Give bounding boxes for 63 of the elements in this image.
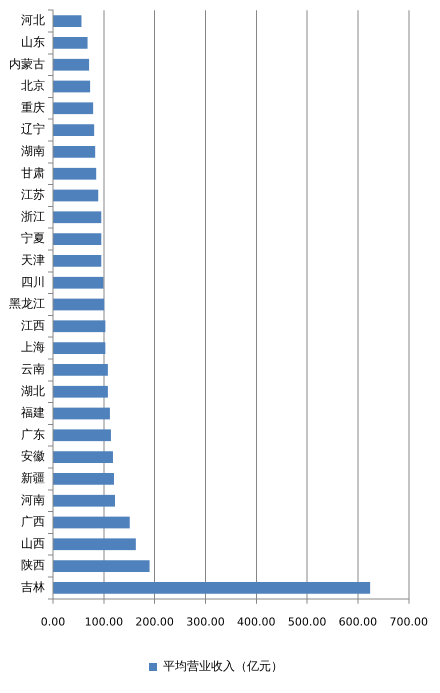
x-tick-label: 700.00	[390, 615, 428, 628]
y-tick-label: 新疆	[21, 471, 45, 486]
bar	[54, 298, 104, 310]
y-tick-label: 黑龙江	[9, 296, 45, 311]
bar	[54, 386, 108, 398]
bar	[54, 538, 136, 550]
y-tick-label: 浙江	[21, 209, 45, 224]
bar	[54, 494, 116, 507]
y-tick-label: 河南	[21, 492, 45, 507]
y-tick-label: 云南	[21, 362, 45, 376]
bar	[54, 233, 102, 245]
y-tick-label: 辽宁	[21, 122, 45, 136]
y-tick-label: 广西	[21, 514, 45, 529]
x-tick-label: 0.00	[40, 615, 66, 628]
bar	[54, 124, 94, 136]
bar	[54, 102, 94, 114]
bar	[54, 560, 150, 572]
x-tick-label: 500.00	[288, 615, 326, 628]
y-tick-label: 山西	[21, 536, 45, 550]
bar	[54, 516, 130, 528]
y-tick-label: 江西	[21, 318, 45, 332]
x-tick-label: 100.00	[84, 615, 124, 628]
y-tick-label: 安徽	[21, 449, 45, 464]
legend-label: 平均营业收入（亿元）	[163, 659, 283, 674]
y-tick-label: 山东	[21, 35, 45, 50]
x-tick-label: 200.00	[135, 615, 174, 628]
bar	[54, 211, 102, 224]
bar	[54, 582, 370, 594]
bar	[54, 37, 88, 49]
y-tick-label: 吉林	[21, 580, 45, 594]
y-tick-label: 福建	[21, 406, 45, 420]
x-tick-label: 400.00	[237, 615, 276, 628]
bar	[54, 473, 114, 485]
y-tick-label: 陕西	[21, 558, 45, 572]
bar	[54, 255, 102, 267]
y-tick-label: 湖北	[21, 384, 45, 398]
bar	[54, 190, 98, 202]
y-tick-label: 广东	[21, 427, 45, 442]
y-tick-label: 四川	[21, 274, 45, 289]
y-tick-label: 宁夏	[21, 231, 45, 246]
bar	[54, 146, 96, 158]
y-tick-label: 天津	[21, 253, 45, 268]
y-tick-label: 重庆	[21, 100, 45, 114]
y-tick-label: 江苏	[21, 188, 45, 202]
bar	[54, 276, 104, 289]
bar	[54, 429, 111, 442]
bar	[54, 80, 90, 92]
bar	[54, 342, 106, 354]
y-tick-label: 甘肃	[21, 166, 45, 180]
bar	[54, 320, 106, 332]
x-tick-label: 300.00	[186, 615, 225, 628]
y-tick-label: 内蒙古	[9, 56, 45, 71]
y-tick-label: 湖南	[21, 144, 45, 158]
x-tick-label: 600.00	[338, 615, 378, 628]
bar	[54, 58, 90, 71]
bar	[54, 408, 110, 420]
y-tick-label: 北京	[21, 78, 45, 93]
y-tick-label: 河北	[21, 13, 45, 28]
y-tick-label: 上海	[21, 340, 45, 354]
bar	[54, 451, 113, 463]
bar	[54, 15, 82, 27]
bar	[54, 364, 108, 376]
bar	[54, 168, 96, 180]
